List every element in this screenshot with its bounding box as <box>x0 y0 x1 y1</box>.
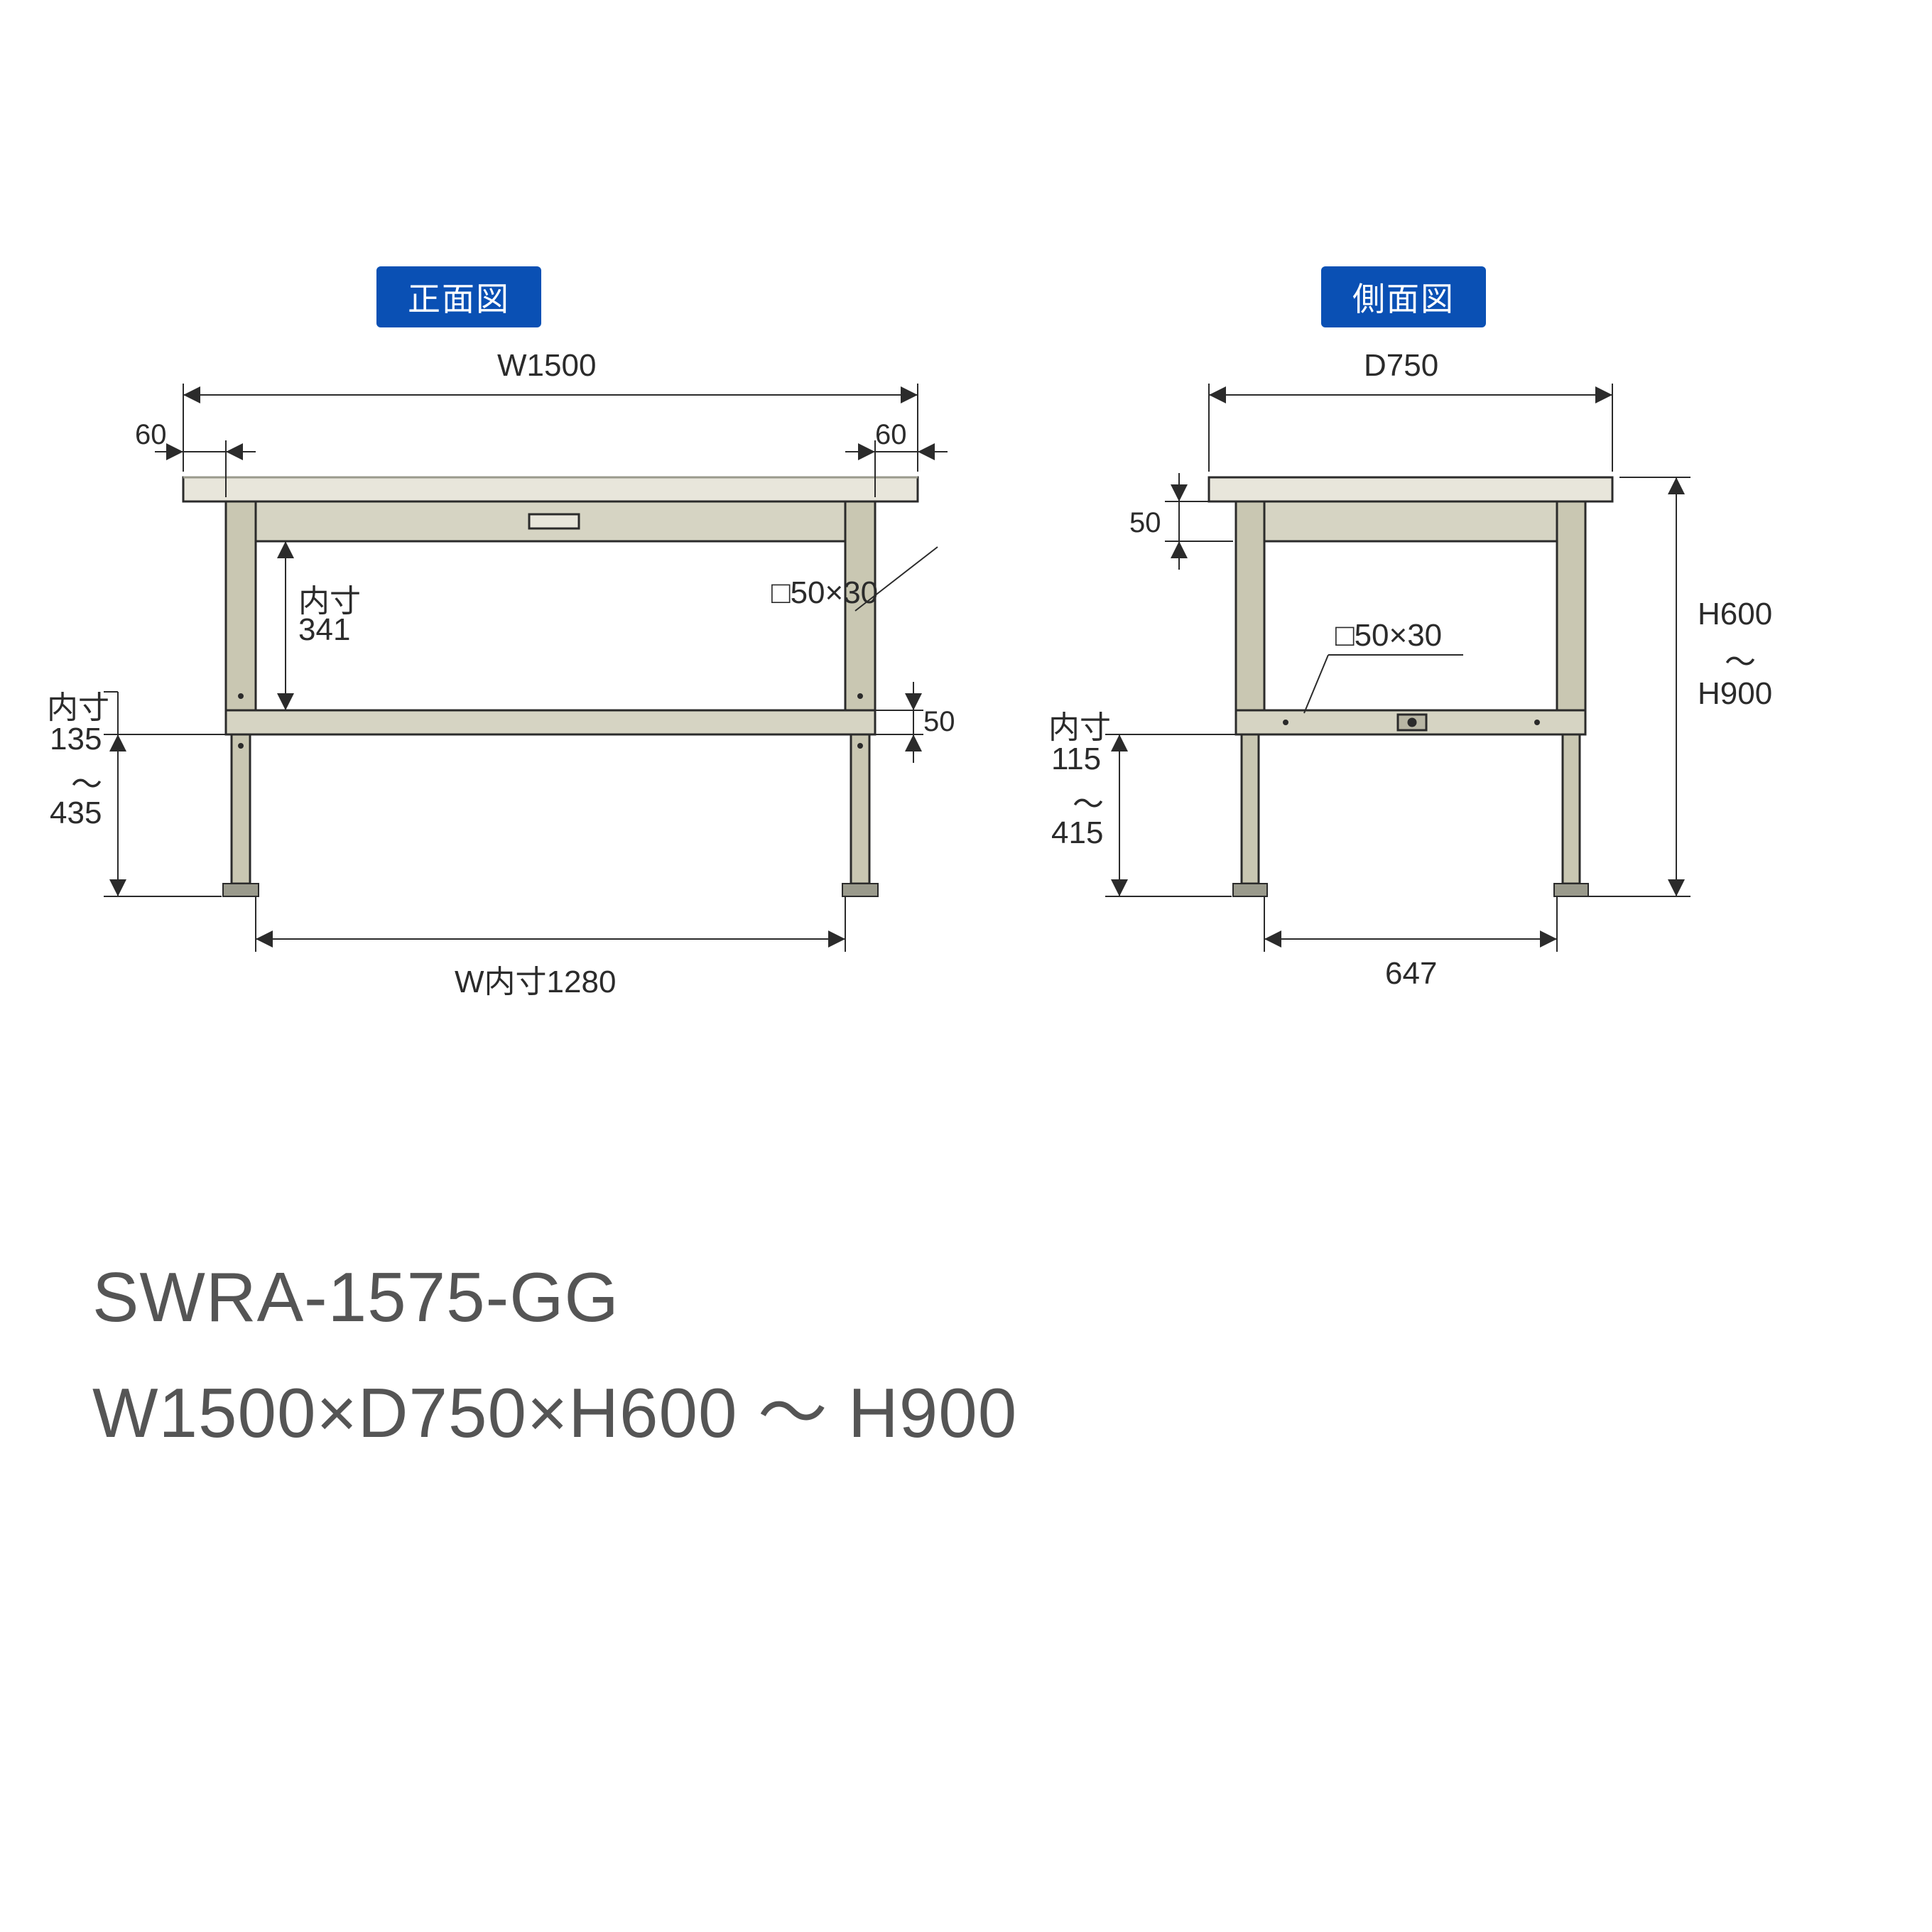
side-leg-section: □50×30 <box>1335 618 1442 653</box>
side-apron-top-gap: 50 <box>1129 507 1161 539</box>
front-overhang-left: 60 <box>135 419 167 451</box>
side-inner-depth: 647 <box>1385 956 1437 992</box>
side-h2: H900 <box>1698 676 1772 712</box>
side-inner-label: 内寸 <box>1048 702 1111 747</box>
side-inner-r2: 415 <box>1051 815 1103 851</box>
front-top <box>183 477 918 501</box>
model-dims: W1500×D750×H600 〜 H900 <box>92 1357 1017 1458</box>
front-inner-top-val: 341 <box>298 612 350 648</box>
side-inner-r1: 115 <box>1051 742 1101 777</box>
front-lower-inner-label: 内寸 <box>47 682 109 727</box>
side-view <box>1105 384 1690 952</box>
front-inner-width: W内寸1280 <box>455 956 616 1002</box>
model-code: SWRA-1575-GG <box>92 1257 619 1337</box>
side-h-tilde: 〜 <box>1725 636 1756 682</box>
side-depth-label: D750 <box>1364 348 1438 384</box>
front-apron-gap: 50 <box>923 706 955 738</box>
front-view <box>104 384 948 952</box>
front-width-label: W1500 <box>497 348 596 384</box>
front-lower-inner-r1: 135 <box>50 722 102 757</box>
front-overhang-right: 60 <box>875 419 907 451</box>
front-lower-inner-r2: 435 <box>50 796 102 831</box>
front-leg-section: □50×30 <box>771 575 878 611</box>
drawing-svg <box>0 0 1932 1932</box>
diagram-canvas: 正面図 側面図 <box>0 0 1932 1932</box>
side-h1: H600 <box>1698 597 1772 632</box>
